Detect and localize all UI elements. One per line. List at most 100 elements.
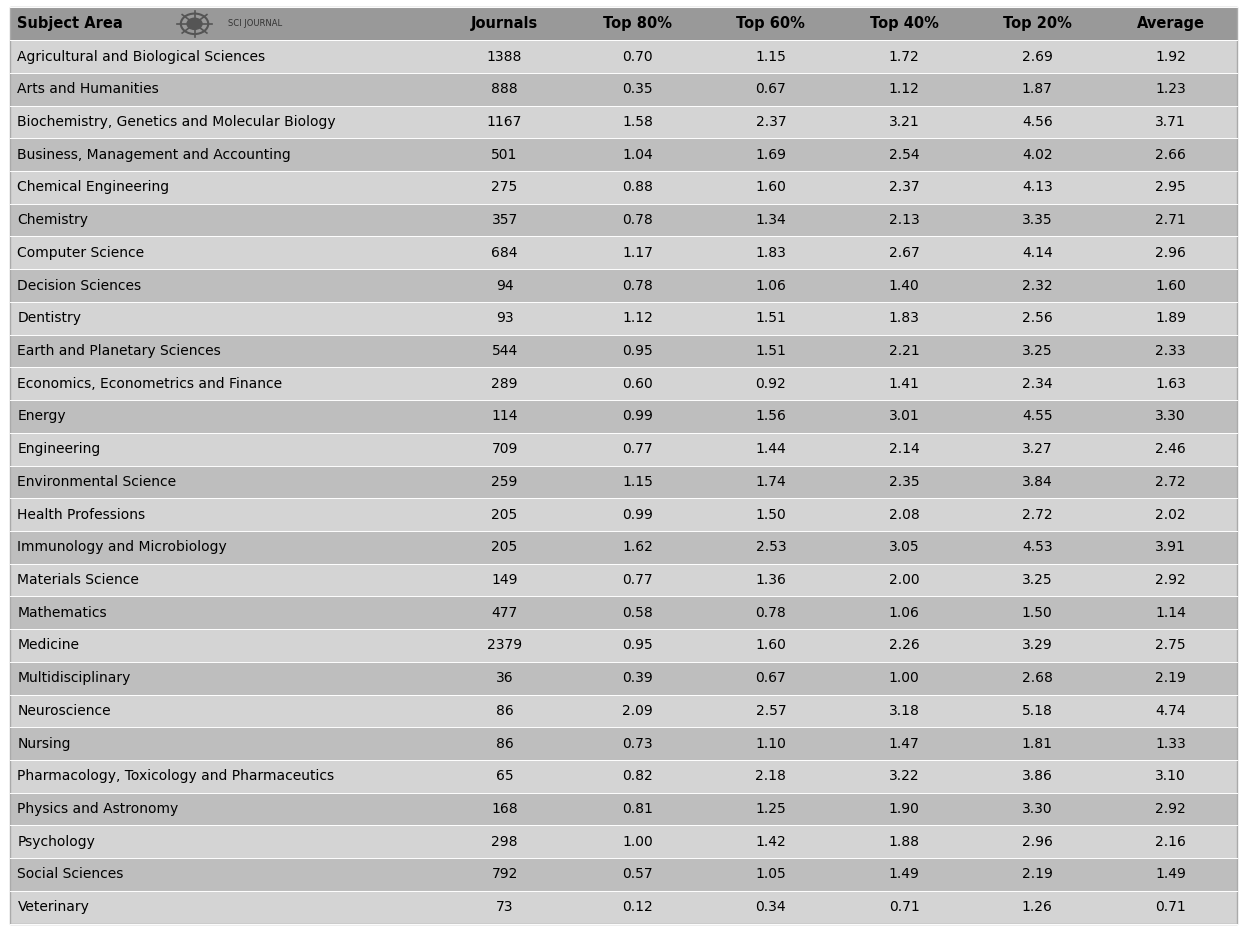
Text: 1.92: 1.92	[1155, 49, 1186, 63]
Text: 1.51: 1.51	[756, 311, 787, 325]
Bar	[970, 236, 1104, 269]
Bar	[1104, 105, 1237, 139]
Text: 0.67: 0.67	[756, 671, 787, 685]
Text: Psychology: Psychology	[17, 835, 95, 849]
Text: 0.60: 0.60	[622, 377, 653, 391]
Text: 3.30: 3.30	[1155, 410, 1186, 424]
Text: 0.57: 0.57	[622, 868, 653, 882]
Bar	[10, 334, 438, 368]
Text: 149: 149	[491, 573, 518, 587]
Text: 0.35: 0.35	[622, 82, 653, 96]
Text: 1.69: 1.69	[756, 148, 787, 162]
Text: 2.57: 2.57	[756, 704, 787, 718]
Bar	[838, 236, 970, 269]
Text: Multidisciplinary: Multidisciplinary	[17, 671, 131, 685]
Bar	[838, 760, 970, 792]
Text: Top 80%: Top 80%	[604, 17, 672, 32]
Bar	[838, 334, 970, 368]
Bar	[438, 466, 571, 498]
Text: 2.69: 2.69	[1021, 49, 1052, 63]
Text: 2.92: 2.92	[1155, 802, 1186, 816]
Text: 1.41: 1.41	[889, 377, 919, 391]
Text: 1.40: 1.40	[889, 278, 919, 292]
Text: 1.34: 1.34	[756, 213, 787, 227]
Bar	[705, 302, 838, 334]
Text: 2.16: 2.16	[1155, 835, 1186, 849]
Bar	[705, 466, 838, 498]
Bar	[438, 629, 571, 662]
Bar	[571, 334, 705, 368]
Bar	[838, 73, 970, 105]
Bar	[705, 236, 838, 269]
Bar	[838, 269, 970, 302]
Text: Journals: Journals	[471, 17, 539, 32]
Bar	[705, 727, 838, 760]
Text: Chemistry: Chemistry	[17, 213, 89, 227]
Text: 2.00: 2.00	[889, 573, 919, 587]
Text: 4.56: 4.56	[1021, 115, 1052, 129]
Bar	[1104, 40, 1237, 73]
Bar	[1104, 498, 1237, 531]
Text: Chemical Engineering: Chemical Engineering	[17, 181, 170, 195]
Bar	[970, 466, 1104, 498]
Text: 1.17: 1.17	[622, 246, 653, 260]
Bar	[10, 466, 438, 498]
Bar	[970, 531, 1104, 563]
Bar	[838, 139, 970, 171]
Text: SCI JOURNAL: SCI JOURNAL	[228, 20, 282, 28]
Bar	[1104, 792, 1237, 826]
Bar	[838, 433, 970, 466]
Bar	[705, 204, 838, 236]
Bar	[970, 597, 1104, 629]
Bar	[705, 662, 838, 695]
Text: 205: 205	[491, 507, 518, 521]
Text: 2.35: 2.35	[889, 475, 919, 489]
Text: 94: 94	[496, 278, 514, 292]
Text: 4.55: 4.55	[1023, 410, 1052, 424]
Bar	[438, 531, 571, 563]
Text: 205: 205	[491, 540, 518, 554]
Text: Nursing: Nursing	[17, 736, 71, 750]
Bar	[571, 236, 705, 269]
Bar	[1104, 629, 1237, 662]
Text: 1.90: 1.90	[889, 802, 919, 816]
Bar	[10, 826, 438, 858]
Text: 0.99: 0.99	[622, 410, 653, 424]
Bar	[705, 695, 838, 727]
Bar	[1104, 433, 1237, 466]
Text: 0.73: 0.73	[622, 736, 653, 750]
Text: 1.06: 1.06	[756, 278, 787, 292]
Text: Environmental Science: Environmental Science	[17, 475, 177, 489]
Bar	[10, 792, 438, 826]
Text: 1.58: 1.58	[622, 115, 653, 129]
Text: Decision Sciences: Decision Sciences	[17, 278, 142, 292]
Text: 3.25: 3.25	[1023, 344, 1052, 358]
Bar	[438, 400, 571, 433]
Text: 1.04: 1.04	[622, 148, 653, 162]
Text: 2.02: 2.02	[1155, 507, 1186, 521]
Bar	[1104, 368, 1237, 400]
Bar	[571, 171, 705, 204]
Text: 1.74: 1.74	[756, 475, 787, 489]
Text: 2.21: 2.21	[889, 344, 919, 358]
Bar	[1104, 760, 1237, 792]
Text: Dentistry: Dentistry	[17, 311, 81, 325]
Bar	[571, 695, 705, 727]
Text: 2.32: 2.32	[1023, 278, 1052, 292]
Text: 1.63: 1.63	[1155, 377, 1186, 391]
Text: 1.49: 1.49	[1155, 868, 1186, 882]
Bar	[10, 40, 438, 73]
Bar	[10, 531, 438, 563]
Bar	[1104, 858, 1237, 891]
Bar	[10, 858, 438, 891]
Bar	[970, 302, 1104, 334]
Bar	[705, 334, 838, 368]
Text: 1.26: 1.26	[1021, 900, 1052, 914]
Text: 86: 86	[496, 704, 514, 718]
Text: 3.05: 3.05	[889, 540, 919, 554]
Text: 289: 289	[491, 377, 518, 391]
Text: 2.13: 2.13	[889, 213, 919, 227]
Text: 1.10: 1.10	[756, 736, 787, 750]
Text: Average: Average	[1136, 17, 1205, 32]
Bar	[571, 204, 705, 236]
